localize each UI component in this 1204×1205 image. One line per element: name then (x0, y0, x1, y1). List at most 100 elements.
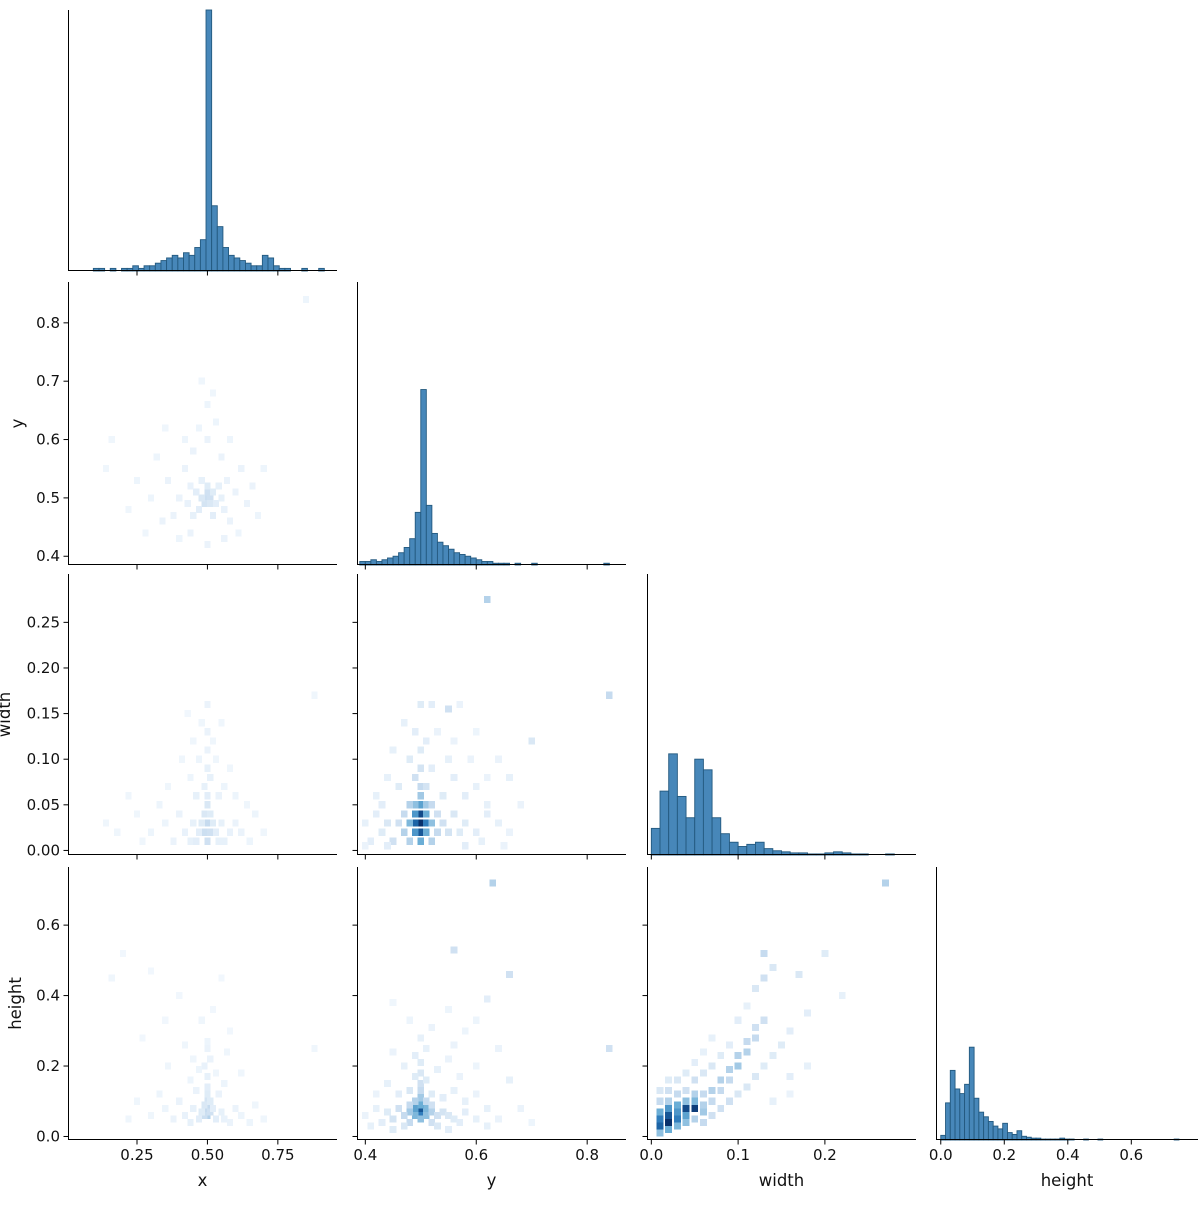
density-cell (461, 792, 469, 800)
density-cell (428, 1023, 436, 1031)
x-tick-label: 0.4 (353, 1146, 377, 1164)
density-cell (456, 828, 463, 836)
density-cell (215, 1090, 222, 1098)
density-cell (218, 494, 225, 502)
hist-bar (997, 1128, 1004, 1141)
density-cell (232, 819, 239, 827)
y-tick-label: 0.00 (27, 841, 60, 859)
density-cell (434, 828, 441, 836)
density-cell (255, 511, 262, 519)
density-cell (221, 782, 228, 791)
density-cell (673, 1108, 681, 1116)
density-cell (164, 476, 172, 484)
density-cell (691, 1058, 699, 1067)
density-cell (743, 1002, 751, 1010)
density-cell (417, 1069, 425, 1077)
density-cell (198, 1108, 205, 1116)
x-tick-label: 0.6 (464, 1146, 488, 1164)
hist-bar (211, 205, 218, 272)
density-cell (207, 773, 214, 782)
density-cell (193, 1087, 200, 1095)
density-cell (147, 494, 155, 502)
density-cell (212, 828, 219, 836)
panel-height-vs-x: 0.25 0.50 0.75 0.0 0.2 0.4 0.6 x height (6, 867, 337, 1190)
hist-bar (403, 547, 411, 566)
y-tick-label: 0.7 (36, 372, 60, 390)
density-cell (159, 517, 166, 525)
hist-bar (154, 262, 162, 272)
hist-bar (983, 1116, 989, 1141)
density-cell (204, 746, 211, 754)
density-cell (461, 1097, 469, 1105)
density-cell (201, 500, 208, 508)
hist-bar (453, 552, 461, 566)
hist-bar (160, 260, 168, 272)
hist-bar (464, 555, 472, 566)
density-cell (226, 1027, 234, 1035)
density-cell (193, 792, 200, 800)
density-cell (838, 992, 846, 1000)
density-cell (445, 1006, 452, 1014)
density-cell (445, 755, 452, 763)
density-cell (450, 946, 458, 954)
density-cell (207, 500, 214, 508)
density-cell (428, 700, 436, 709)
density-cell (428, 837, 436, 845)
density-cell (495, 1115, 502, 1123)
density-cell (472, 1090, 480, 1098)
hist-bar (420, 389, 427, 566)
density-cell (373, 1104, 380, 1112)
density-cell (656, 1097, 664, 1105)
x-axis-label: y (487, 1171, 497, 1190)
density-cell (450, 1041, 458, 1049)
density-cell (221, 535, 228, 543)
density-cell (417, 1115, 425, 1123)
density-cell (224, 476, 231, 484)
density-cell (204, 482, 211, 490)
hist-bar (199, 239, 207, 272)
density-cell (195, 506, 203, 514)
density-cell (221, 1080, 228, 1088)
density-cell (181, 1041, 188, 1049)
panel-height-histogram: 0.0 0.2 0.4 0.6 height (929, 867, 1198, 1190)
density-cell (156, 1090, 163, 1098)
density-cell (417, 1058, 425, 1067)
density-cell (384, 819, 391, 827)
density-cell (406, 1108, 414, 1116)
density-cell (439, 1108, 447, 1116)
hist-bar (171, 254, 179, 272)
hist-bar (194, 247, 201, 272)
density-cell (209, 1006, 217, 1014)
density-cell (484, 595, 491, 604)
density-cell (212, 1115, 219, 1123)
density-cell (423, 810, 430, 818)
density-cell (108, 436, 115, 444)
density-cell (139, 1034, 146, 1042)
x-tick-label: 0.8 (575, 1146, 599, 1164)
hist-bar (959, 1093, 966, 1141)
density-cell (238, 828, 245, 836)
density-cell (411, 1111, 419, 1119)
density-cell (717, 1076, 725, 1084)
density-cell (204, 837, 211, 845)
density-cell (682, 1069, 690, 1077)
density-cell (378, 1118, 386, 1126)
density-cell (133, 476, 141, 484)
density-cell (423, 819, 430, 827)
density-cell (176, 810, 183, 818)
density-cell (209, 737, 217, 745)
density-cell (218, 453, 225, 461)
density-cell (769, 963, 777, 971)
density-cell (682, 1097, 690, 1105)
density-cell (311, 1044, 318, 1052)
density-cell (187, 529, 194, 537)
hist-bar (954, 1088, 961, 1141)
density-cell (212, 755, 219, 763)
panel-width-histogram (647, 574, 916, 860)
density-cell (882, 879, 890, 887)
hist-bar (166, 257, 173, 272)
density-cell (162, 1104, 169, 1112)
density-cell (717, 1051, 725, 1059)
density-cell (198, 719, 205, 727)
x-tick-label: 0.2 (992, 1146, 1016, 1164)
